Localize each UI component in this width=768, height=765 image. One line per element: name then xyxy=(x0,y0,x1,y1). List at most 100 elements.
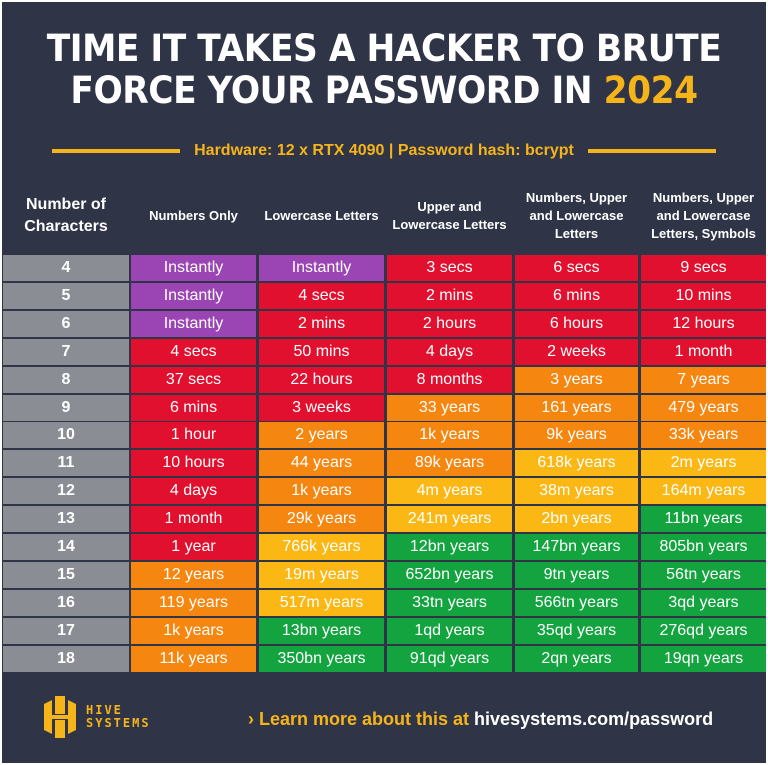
time-cell: 1k years xyxy=(259,478,384,505)
time-cell: 91qd years xyxy=(387,645,512,672)
time-cell: 2 hours xyxy=(387,310,512,337)
page-title: TIME IT TAKES A HACKER TO BRUTE FORCE YO… xyxy=(29,28,740,112)
time-cell: 8 months xyxy=(387,366,512,393)
character-count-cell: 9 xyxy=(3,394,129,421)
time-cell: 6 mins xyxy=(515,282,638,309)
time-cell: 766k years xyxy=(259,534,384,560)
learn-more-link[interactable]: hivesystems.com/password xyxy=(474,709,714,729)
time-cell: 10 hours xyxy=(131,450,256,477)
time-cell: 3qd years xyxy=(641,589,766,616)
time-cell: 44 years xyxy=(259,450,384,477)
time-cell: 3 weeks xyxy=(259,394,384,421)
character-count-cell: 11 xyxy=(3,450,129,477)
time-cell: 350bn years xyxy=(259,645,384,672)
time-cell: 4m years xyxy=(387,478,512,505)
time-cell: 56tn years xyxy=(641,561,766,588)
time-cell: Instantly xyxy=(131,310,256,337)
time-cell: 10 mins xyxy=(641,282,766,309)
character-count-cell: 7 xyxy=(3,338,129,365)
time-cell: 6 secs xyxy=(515,255,638,281)
column-header: Number of Characters xyxy=(24,196,108,235)
time-cell: 805bn years xyxy=(641,534,766,560)
time-cell: 1k years xyxy=(131,617,256,644)
time-cell: 12 hours xyxy=(641,310,766,337)
time-cell: 1qd years xyxy=(387,617,512,644)
column-header: Numbers, Upper and Lowercase Letters xyxy=(525,190,628,241)
character-count-cell: 8 xyxy=(3,366,129,393)
character-count-cell: 10 xyxy=(3,422,129,449)
divider-left xyxy=(52,149,181,153)
time-cell: 13bn years xyxy=(259,617,384,644)
time-cell: 2 years xyxy=(259,422,384,449)
time-cell: Instantly xyxy=(259,255,384,281)
time-cell: 241m years xyxy=(387,506,512,533)
learn-more: › Learn more about this at hivesystems.c… xyxy=(248,709,713,730)
time-cell: Instantly xyxy=(131,282,256,309)
learn-more-text: › Learn more about this at xyxy=(248,709,470,729)
column-header: Upper and Lowercase Letters xyxy=(392,199,507,232)
time-cell: 2 mins xyxy=(259,310,384,337)
character-count-cell: 13 xyxy=(3,506,129,533)
time-cell: 566tn years xyxy=(515,589,638,616)
column-header: Numbers Only xyxy=(149,208,238,223)
time-cell: 9tn years xyxy=(515,561,638,588)
time-cell: 1 month xyxy=(641,338,766,365)
column-header: Lowercase Letters xyxy=(264,208,379,223)
time-cell: 147bn years xyxy=(515,534,638,560)
time-cell: 9k years xyxy=(515,422,638,449)
time-cell: 9 secs xyxy=(641,255,766,281)
time-cell: 12bn years xyxy=(387,534,512,560)
time-cell: 29k years xyxy=(259,506,384,533)
time-cell: 618k years xyxy=(515,450,638,477)
time-cell: 6 mins xyxy=(131,394,256,421)
logo-line-2: SYSTEMS xyxy=(86,716,151,730)
time-cell: 50 mins xyxy=(259,338,384,365)
time-cell: 4 secs xyxy=(131,338,256,365)
time-cell: 1 year xyxy=(131,534,256,560)
time-cell: 652bn years xyxy=(387,561,512,588)
time-cell: 119 years xyxy=(131,589,256,616)
character-count-cell: 14 xyxy=(3,534,129,560)
time-cell: 3 years xyxy=(515,366,638,393)
logo-line-1: HIVE xyxy=(86,703,123,717)
time-cell: 35qd years xyxy=(515,617,638,644)
character-count-cell: 5 xyxy=(3,282,129,309)
time-cell: 11bn years xyxy=(641,506,766,533)
hive-systems-logo: HIVE SYSTEMS xyxy=(40,694,151,740)
character-count-cell: 4 xyxy=(3,255,129,281)
time-cell: 2 mins xyxy=(387,282,512,309)
time-cell: 479 years xyxy=(641,394,766,421)
character-count-cell: 12 xyxy=(3,478,129,505)
time-cell: 164m years xyxy=(641,478,766,505)
time-cell: 19qn years xyxy=(641,645,766,672)
time-cell: 2 weeks xyxy=(515,338,638,365)
character-count-cell: 17 xyxy=(3,617,129,644)
time-cell: Instantly xyxy=(131,255,256,281)
time-cell: 2bn years xyxy=(515,506,638,533)
time-cell: 2m years xyxy=(641,450,766,477)
title-year: 2024 xyxy=(603,69,698,112)
time-cell: 12 years xyxy=(131,561,256,588)
subtitle-row: Hardware: 12 x RTX 4090 | Password hash:… xyxy=(2,142,766,160)
footer: HIVE SYSTEMS › Learn more about this at … xyxy=(2,692,766,742)
time-cell: 4 days xyxy=(387,338,512,365)
time-cell: 3 secs xyxy=(387,255,512,281)
time-cell: 11k years xyxy=(131,645,256,672)
time-cell: 276qd years xyxy=(641,617,766,644)
time-cell: 37 secs xyxy=(131,366,256,393)
divider-right xyxy=(587,149,716,153)
logo-text: HIVE SYSTEMS xyxy=(86,704,151,730)
time-cell: 2qn years xyxy=(515,645,638,672)
time-cell: 1 month xyxy=(131,506,256,533)
time-cell: 89k years xyxy=(387,450,512,477)
time-cell: 517m years xyxy=(259,589,384,616)
character-count-cell: 18 xyxy=(3,645,129,672)
time-cell: 161 years xyxy=(515,394,638,421)
time-cell: 6 hours xyxy=(515,310,638,337)
time-cell: 4 secs xyxy=(259,282,384,309)
time-cell: 1k years xyxy=(387,422,512,449)
title-line-2-text: FORCE YOUR PASSWORD IN xyxy=(70,69,593,112)
time-cell: 19m years xyxy=(259,561,384,588)
time-cell: 33 years xyxy=(387,394,512,421)
